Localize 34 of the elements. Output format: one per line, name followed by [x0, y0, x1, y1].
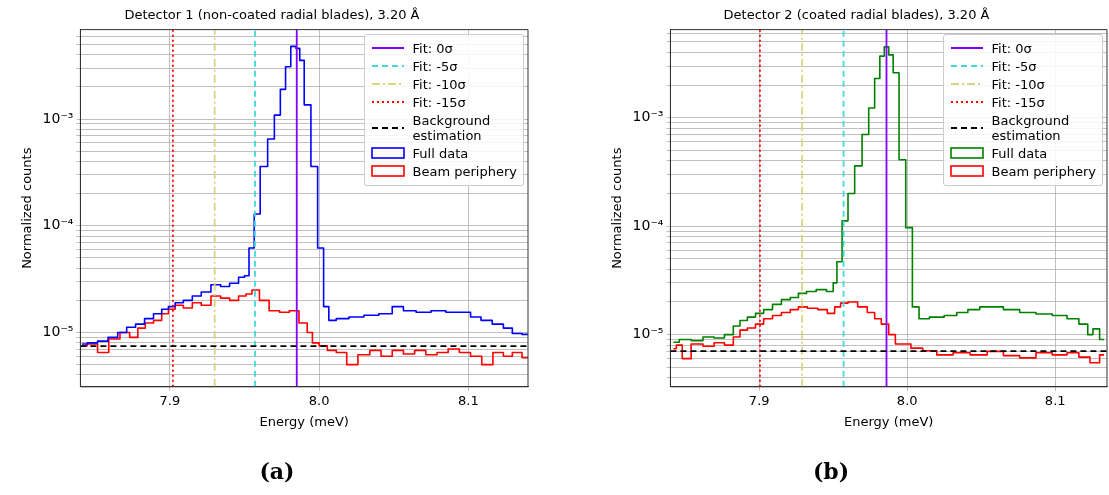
y-axis-title: Normalized counts [19, 147, 35, 269]
legend-label: Full data [991, 145, 1048, 161]
y-tick-label: 10⁻⁴ [632, 216, 664, 233]
legend-label: Fit: -10σ [412, 76, 466, 92]
legend-label: Beam periphery [412, 163, 517, 179]
x-tick-label: 8.1 [457, 392, 479, 408]
legend-label: Full data [412, 145, 469, 161]
x-tick-label: 8.0 [308, 392, 330, 408]
y-tick-label: 10⁻⁵ [42, 323, 74, 340]
legend-label: Fit: -15σ [412, 94, 466, 110]
legend-label: Fit: -15σ [991, 94, 1045, 110]
legend-label: Fit: 0σ [991, 40, 1032, 56]
x-tick-label: 8.0 [896, 392, 918, 408]
legend-label: Fit: 0σ [412, 40, 453, 56]
legend-label: Fit: -5σ [412, 58, 458, 74]
x-axis-title: Energy (meV) [844, 413, 934, 429]
text: (b) [811, 458, 851, 484]
legend-label: Fit: -5σ [991, 58, 1037, 74]
legend-label: Fit: -10σ [991, 76, 1045, 92]
y-tick-label: 10⁻⁵ [632, 325, 664, 342]
y-tick-label: 10⁻³ [632, 108, 664, 125]
y-tick-label: 10⁻³ [42, 109, 74, 126]
y-axis-title: Normalized counts [609, 147, 625, 269]
chart-title: Detector 1 (non-coated radial blades), 3.20 Å [124, 7, 420, 23]
legend-label: Background estimation [991, 112, 1070, 143]
y-tick-label: 10⁻⁴ [42, 216, 74, 233]
x-tick-label: 8.1 [1044, 392, 1066, 408]
legend-label: Beam periphery [991, 163, 1096, 179]
x-axis-title: Energy (meV) [259, 413, 349, 429]
legend-label: Background estimation [412, 112, 491, 143]
x-tick-label: 7.9 [748, 392, 770, 408]
x-tick-label: 7.9 [159, 392, 181, 408]
chart-title: Detector 2 (coated radial blades), 3.20 Å [723, 7, 990, 23]
text: (a) [258, 458, 296, 484]
